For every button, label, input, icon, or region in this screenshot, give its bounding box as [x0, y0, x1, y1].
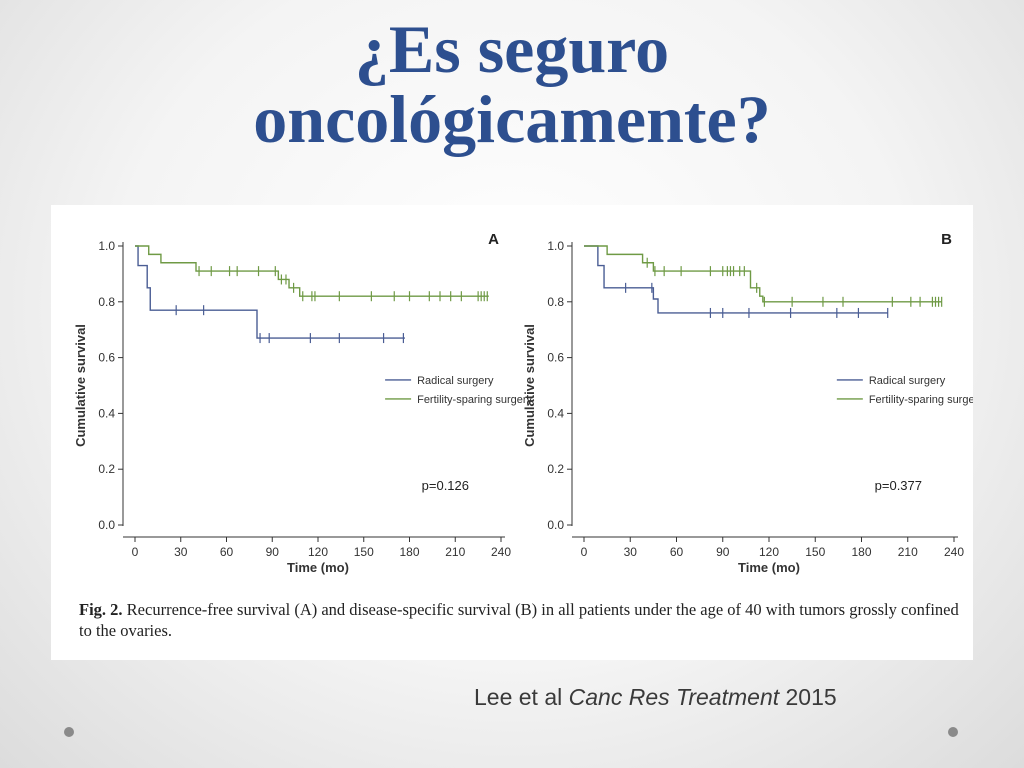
y-tick-label: 0.4	[547, 406, 564, 420]
y-tick-label: 0.6	[547, 351, 564, 365]
y-axis-label: Cumulative survival	[522, 324, 537, 447]
series-line-fertility	[584, 245, 942, 303]
slide-title: ¿Es seguro oncológicamente?	[0, 14, 1024, 154]
citation-prefix: Lee et al	[474, 684, 569, 710]
slide-title-line2: oncológicamente?	[253, 81, 771, 157]
x-tick-label: 90	[266, 545, 280, 559]
y-tick-label: 0.2	[98, 462, 115, 476]
citation-journal: Canc Res Treatment	[568, 684, 780, 710]
x-tick-label: 30	[174, 545, 188, 559]
x-tick-label: 240	[491, 545, 511, 559]
x-tick-label: 30	[624, 545, 638, 559]
x-tick-label: 180	[399, 545, 419, 559]
figure-panel: 0.0 0.2 0.4 0.6 0.8 1.0 0 30 60 90 120 150 180 210 240…	[51, 205, 973, 660]
nav-dot-right	[948, 727, 958, 737]
panel-label: B	[941, 231, 952, 248]
figure-caption-text: Recurrence-free survival (A) and disease…	[79, 600, 959, 640]
series-line-radical	[135, 245, 405, 339]
x-tick-label: 240	[944, 545, 964, 559]
x-tick-label: 60	[670, 545, 684, 559]
citation-year: 2015	[779, 684, 837, 710]
chart-A: 0.0 0.2 0.4 0.6 0.8 1.0 0 30 60 90 120 150 180 210 240…	[73, 231, 533, 575]
x-tick-label: 150	[354, 545, 374, 559]
legend-entry: Fertility-sparing surgery	[869, 394, 973, 406]
y-tick-label: 1.0	[547, 239, 564, 253]
figure-caption-label: Fig. 2.	[79, 600, 123, 619]
legend-entry: Fertility-sparing surgery	[417, 394, 532, 406]
x-tick-label: 90	[716, 545, 730, 559]
y-axis-label: Cumulative survival	[73, 324, 88, 447]
p-value-annotation: p=0.377	[875, 478, 922, 493]
x-tick-label: 150	[805, 545, 825, 559]
legend-entry: Radical surgery	[417, 375, 494, 387]
x-axis-label: Time (mo)	[738, 560, 800, 575]
y-tick-label: 0.2	[547, 462, 564, 476]
citation: Lee et al Canc Res Treatment 2015	[474, 684, 837, 711]
series-line-fertility	[135, 245, 489, 297]
y-tick-label: 0.0	[547, 518, 564, 532]
legend-entry: Radical surgery	[869, 375, 946, 387]
y-tick-label: 0.8	[98, 295, 115, 309]
x-tick-label: 0	[132, 545, 139, 559]
survival-charts: 0.0 0.2 0.4 0.6 0.8 1.0 0 30 60 90 120 150 180 210 240…	[73, 231, 973, 575]
x-tick-label: 120	[308, 545, 328, 559]
y-tick-label: 1.0	[98, 239, 115, 253]
x-tick-label: 210	[898, 545, 918, 559]
y-tick-label: 0.4	[98, 406, 115, 420]
y-tick-label: 0.8	[547, 295, 564, 309]
panel-label: A	[488, 231, 499, 248]
x-axis-label: Time (mo)	[287, 560, 349, 575]
x-tick-label: 0	[581, 545, 588, 559]
nav-dot-left	[64, 727, 74, 737]
series-line-radical	[584, 245, 888, 314]
x-tick-label: 120	[759, 545, 779, 559]
slide-title-line1: ¿Es seguro	[354, 11, 670, 87]
x-tick-label: 180	[851, 545, 871, 559]
figure-caption: Fig. 2. Recurrence-free survival (A) and…	[79, 599, 959, 641]
x-tick-label: 210	[445, 545, 465, 559]
y-tick-label: 0.0	[98, 518, 115, 532]
y-tick-label: 0.6	[98, 351, 115, 365]
chart-B: 0.0 0.2 0.4 0.6 0.8 1.0 0 30 60 90 120 150 180 210 240…	[522, 231, 973, 575]
p-value-annotation: p=0.126	[422, 478, 469, 493]
x-tick-label: 60	[220, 545, 234, 559]
